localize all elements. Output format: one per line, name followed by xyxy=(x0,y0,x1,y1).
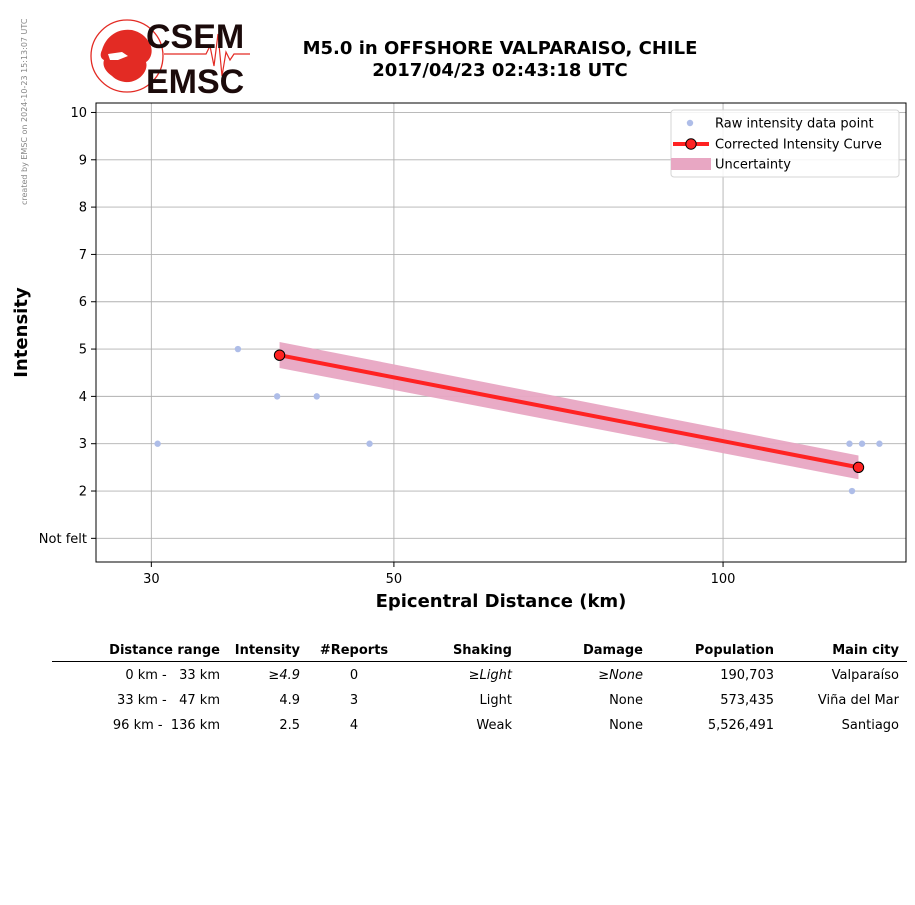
intensity-chart: 30 50 100 Not felt 2 3 4 5 6 7 8 9 10 Epicentral Dist… xyxy=(11,102,907,612)
legend-uncertainty-swatch xyxy=(671,158,711,170)
cell-intensity: ≥4.9 xyxy=(268,667,300,683)
table-row: 96 km - 136 km 2.5 4 Weak None 5,526,491… xyxy=(52,712,907,737)
y-axis-label: Intensity xyxy=(11,287,32,378)
raw-data-point xyxy=(876,440,883,447)
chart-title: M5.0 in OFFSHORE VALPARAISO, CHILE 2017/… xyxy=(250,38,750,82)
cell-shaking: ≥Light xyxy=(468,667,512,683)
raw-data-point xyxy=(154,440,161,447)
y-tick-label: 8 xyxy=(79,201,87,216)
y-tick-label: 4 xyxy=(79,390,87,405)
cell-reports: 4 xyxy=(349,717,359,733)
header-distance-range: Distance range xyxy=(52,641,228,662)
y-tick-label: 3 xyxy=(79,437,87,452)
cell-population: 190,703 xyxy=(720,667,774,683)
raw-data-point xyxy=(848,487,856,495)
cell-distance-range: 33 km - 47 km xyxy=(117,692,220,708)
cell-reports: 0 xyxy=(349,667,359,683)
chart-title-line2: 2017/04/23 02:43:18 UTC xyxy=(372,60,628,81)
legend-box xyxy=(670,109,900,178)
logo-line2: EMSC xyxy=(146,63,244,98)
corrected-curve-line xyxy=(279,353,859,470)
cell-main-city: Santiago xyxy=(841,717,899,733)
corrected-curve-marker xyxy=(273,349,286,361)
cell-intensity: 2.5 xyxy=(279,717,300,733)
raw-data-point xyxy=(313,393,320,400)
cell-shaking: Light xyxy=(479,692,512,708)
y-tick-label: 9 xyxy=(79,153,87,168)
y-tick-label: 2 xyxy=(79,485,87,500)
table-row: 33 km - 47 km 4.9 3 Light None 573,435 V… xyxy=(52,687,907,712)
header-shaking: Shaking xyxy=(402,641,520,662)
x-tick-label: 30 xyxy=(143,572,160,587)
y-tick-label: 10 xyxy=(70,106,87,121)
cell-damage: None xyxy=(609,692,643,708)
y-tick-label: 7 xyxy=(79,248,87,263)
corrected-curve-marker xyxy=(852,461,865,474)
legend-curve-marker-swatch xyxy=(685,138,697,150)
cell-population: 5,526,491 xyxy=(707,717,774,733)
cell-damage: ≥None xyxy=(598,667,643,683)
cell-main-city: Valparaíso xyxy=(831,667,899,683)
logo-continents-gap xyxy=(108,52,128,60)
raw-data-point xyxy=(366,440,373,447)
cell-reports: 3 xyxy=(349,692,359,708)
header-main-city: Main city xyxy=(782,641,907,662)
plot-frame xyxy=(95,102,907,563)
header-intensity: Intensity xyxy=(228,641,308,662)
cell-population: 573,435 xyxy=(720,692,774,708)
cell-damage: None xyxy=(609,717,643,733)
results-table: Distance range Intensity #Reports Shakin… xyxy=(52,641,907,737)
x-tick-label: 100 xyxy=(711,572,736,587)
logo-seismograph xyxy=(164,33,250,77)
raw-data-point xyxy=(273,393,281,400)
cell-intensity: 4.9 xyxy=(279,692,300,708)
legend-raw-point-swatch xyxy=(686,119,694,127)
x-tick-label: 50 xyxy=(386,572,403,587)
header-reports: #Reports xyxy=(308,641,402,662)
raw-data-point xyxy=(234,345,242,353)
y-tick-label: 5 xyxy=(79,343,87,358)
raw-data-point xyxy=(846,440,853,447)
cell-main-city: Viña del Mar xyxy=(817,692,899,708)
legend-raw-point-label: Raw intensity data point xyxy=(715,117,874,132)
legend-uncertainty-label: Uncertainty xyxy=(715,158,791,173)
x-axis-label: Epicentral Distance (km) xyxy=(376,591,627,612)
cell-shaking: Weak xyxy=(476,717,512,733)
chart-title-line1: M5.0 in OFFSHORE VALPARAISO, CHILE xyxy=(302,38,698,59)
results-table-container: Distance range Intensity #Reports Shakin… xyxy=(52,641,907,737)
header-damage: Damage xyxy=(520,641,651,662)
table-header-row: Distance range Intensity #Reports Shakin… xyxy=(52,641,907,662)
y-tick-label: Not felt xyxy=(39,532,87,547)
cell-distance-range: 96 km - 136 km xyxy=(112,717,220,733)
logo-line1: CSEM xyxy=(146,18,244,56)
csem-emsc-logo: CSEM EMSC xyxy=(90,18,250,98)
table-row: 0 km - 33 km ≥4.9 0 ≥Light ≥None 190,703… xyxy=(52,662,907,688)
cell-distance-range: 0 km - 33 km xyxy=(125,667,220,683)
header-population: Population xyxy=(651,641,782,662)
raw-data-point xyxy=(858,440,866,447)
y-tick-label: 6 xyxy=(79,295,87,310)
legend-curve-label: Corrected Intensity Curve xyxy=(715,138,882,153)
